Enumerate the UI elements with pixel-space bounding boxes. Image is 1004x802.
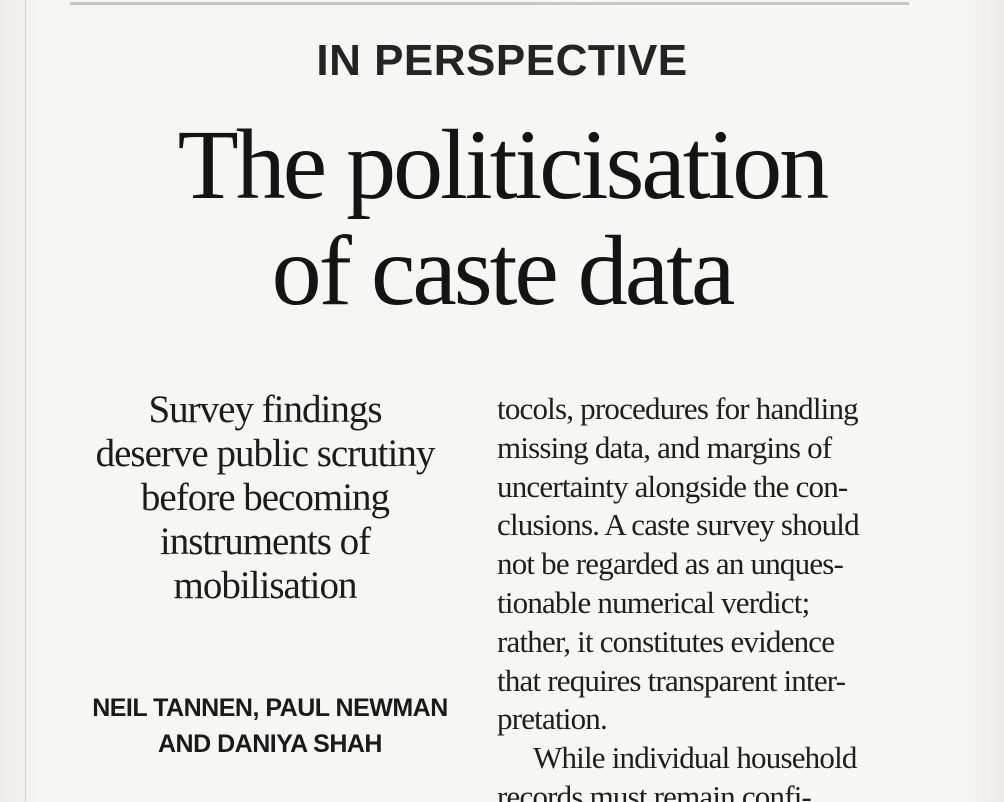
byline: NEIL TANNEN, PAUL NEWMAN AND DANIYA SHAH [40,690,500,762]
body-line: not be regarded as an unques- [497,546,844,582]
section-kicker: IN PERSPECTIVE [316,36,688,85]
byline-line: AND DANIYA SHAH [157,730,383,758]
deck-line: deserve public scrutiny [95,432,436,475]
body-line: tionable numerical verdict; [497,584,810,620]
body-line: While individual household [533,740,857,776]
column-rule [25,0,26,802]
deck-line: instruments of [159,520,371,563]
deck: Survey findings deserve public scrutiny … [30,388,500,608]
body-line: tocols, procedures for handling [497,391,859,426]
deck-line: mobilisation [173,564,358,607]
body-line: pretation. [497,701,608,737]
body-line: missing data, and margins of [497,429,832,465]
headline-line: of caste data [271,215,736,326]
body-line: that requires transparent inter- [497,662,846,698]
body-line: uncertainty alongside the con- [497,468,848,504]
headline: The politicisation of caste data [0,112,1004,324]
headline-line: The politicisation [177,109,830,220]
body-line: clusions. A caste survey should [497,507,860,543]
body-line: records must remain confi- [497,778,812,802]
body-line: rather, it constitutes evidence [497,623,835,659]
deck-line: before becoming [140,476,390,519]
body-text-column: tocols, procedures for handling missing … [497,390,917,802]
top-rule [70,2,909,5]
byline-line: NEIL TANNEN, PAUL NEWMAN [92,694,448,722]
deck-line: Survey findings [148,388,382,431]
